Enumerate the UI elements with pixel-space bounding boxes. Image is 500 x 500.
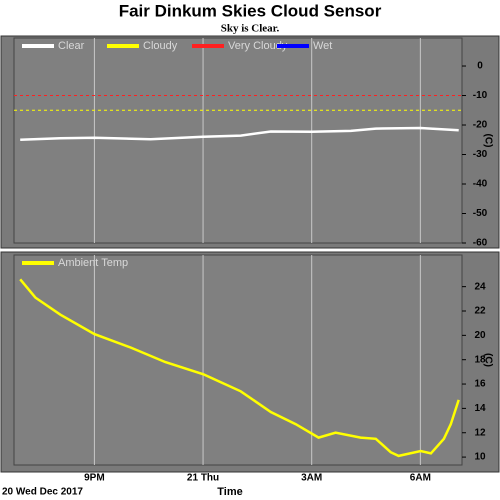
y-tick-label: 14 bbox=[474, 403, 486, 414]
y-tick-label: -40 bbox=[473, 179, 488, 190]
y-tick-label: -60 bbox=[473, 238, 488, 249]
y-tick-label: -10 bbox=[473, 90, 488, 101]
y-tick-label: 16 bbox=[474, 379, 486, 390]
x-tick-label: 9PM bbox=[84, 473, 105, 484]
y-tick-label: 18 bbox=[474, 354, 486, 365]
plot-area bbox=[13, 254, 463, 466]
chart-title: Fair Dinkum Skies Cloud Sensor bbox=[119, 1, 382, 20]
y-tick-label: -20 bbox=[473, 120, 488, 131]
legend-label: Wet bbox=[313, 40, 332, 52]
chart-subtitle: Sky is Clear. bbox=[221, 23, 280, 35]
data-line bbox=[19, 278, 460, 458]
plot-area bbox=[13, 37, 463, 244]
legend-label: Very Cloudy bbox=[228, 40, 288, 52]
y-axis-label: (C) bbox=[482, 134, 493, 148]
date-label: 20 Wed Dec 2017 bbox=[2, 487, 83, 498]
y-tick-label: -50 bbox=[473, 208, 488, 219]
y-tick-label: 20 bbox=[474, 330, 486, 341]
x-tick-label: 21 Thu bbox=[187, 473, 219, 484]
legend-label: Cloudy bbox=[143, 40, 178, 52]
x-tick-label: 3AM bbox=[301, 473, 322, 484]
y-tick-label: 24 bbox=[474, 281, 486, 292]
y-tick-label: 10 bbox=[474, 452, 486, 463]
y-tick-label: -30 bbox=[473, 149, 488, 160]
legend-label: Ambient Temp bbox=[58, 257, 128, 269]
y-tick-label: 0 bbox=[477, 61, 483, 72]
x-tick-label: 6AM bbox=[410, 473, 431, 484]
y-axis-label: (C) bbox=[482, 353, 493, 367]
legend-label: Clear bbox=[58, 40, 85, 52]
x-axis-label: Time bbox=[217, 486, 242, 498]
y-tick-label: 12 bbox=[474, 427, 486, 438]
y-tick-label: 22 bbox=[474, 306, 486, 317]
data-line bbox=[20, 126, 459, 142]
